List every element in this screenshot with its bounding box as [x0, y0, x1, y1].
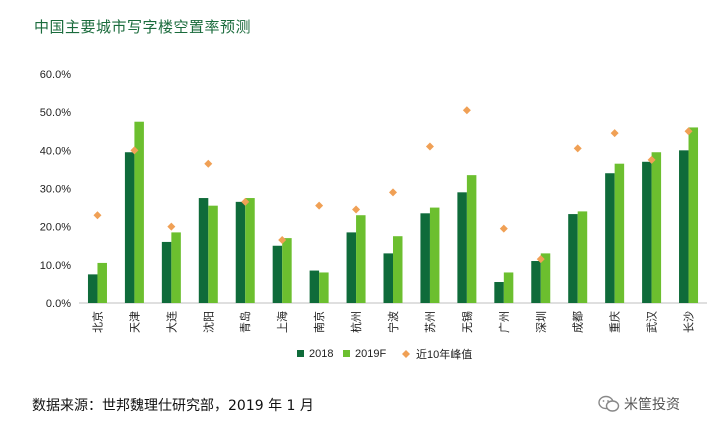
x-tick-label: 青岛 [238, 311, 252, 333]
x-tick-label: 武汉 [646, 311, 659, 333]
bar-2018 [531, 261, 541, 303]
x-tick-label: 大连 [164, 311, 178, 333]
x-tick-label: 杭州 [349, 311, 363, 333]
bar-2018 [161, 241, 172, 303]
legend-swatch-2018 [297, 350, 304, 357]
peak-marker [352, 205, 361, 214]
peak-marker [647, 155, 656, 164]
watermark-text: 米筐投资 [624, 397, 680, 413]
peak-marker [462, 106, 471, 115]
legend-label-peak: 近10年峰值 [416, 347, 472, 361]
bar-2018 [457, 192, 467, 303]
peak-marker [93, 211, 102, 220]
y-tick-label: 0.0% [46, 298, 71, 310]
chart-area: 0.0% 10.0% 20.0% 30.0% 40.0% 50.0% 60.0% 北京 天津 大… [40, 69, 707, 361]
x-tick-label: 南京 [312, 311, 326, 333]
bar-2019f [577, 211, 588, 303]
peak-marker [167, 222, 176, 231]
bar-2018 [198, 198, 209, 303]
bar-2019f [282, 238, 292, 303]
x-tick-label: 重庆 [608, 311, 622, 333]
bar-2018 [309, 270, 320, 303]
bar-2019f [171, 232, 181, 303]
x-tick-label: 沈阳 [201, 311, 215, 333]
bar-2018 [124, 152, 135, 303]
bar-2018 [494, 282, 504, 303]
bar-2019f [208, 205, 218, 303]
bar-2019f [651, 152, 662, 303]
bar-2019f [319, 272, 329, 303]
watermark: 米筐投资 [598, 394, 680, 414]
x-tick-label: 成都 [572, 311, 585, 333]
bar-2018 [420, 213, 430, 303]
y-tick-label: 10.0% [40, 260, 71, 272]
y-tick-label: 30.0% [40, 184, 71, 196]
peak-marker [536, 255, 545, 264]
x-axis-labels: 北京 天津 大连 沈阳 青岛 上海 南京 杭州 宁波 苏州 无锡 广州 深圳 成都 重庆 武汉 长沙 [90, 311, 695, 333]
bar-2018 [272, 245, 283, 303]
bar-2018 [346, 232, 357, 303]
bar-2019f [245, 198, 255, 303]
peak-marker [573, 144, 582, 153]
legend-label-2019f: 2019F [355, 348, 386, 360]
chart-title: 中国主要城市写字楼空置率预测 [34, 18, 252, 36]
data-source-note: 数据来源：世邦魏理仕研究部，2019 年 1 月 [32, 398, 314, 414]
bar-2019f [356, 215, 366, 303]
peak-marker [684, 127, 693, 136]
bar-2018 [642, 161, 652, 303]
y-tick-label: 40.0% [40, 145, 71, 157]
legend-swatch-2019f [343, 350, 350, 357]
bar-2019f [393, 236, 403, 303]
wechat-icon [598, 395, 620, 412]
peak-marker [278, 236, 287, 245]
x-tick-label: 深圳 [535, 311, 548, 333]
bar-2019f [614, 163, 625, 303]
bar-2018 [568, 214, 578, 303]
bar-chart: 0.0% 10.0% 20.0% 30.0% 40.0% 50.0% 60.0% 北京 天津 大… [40, 69, 707, 361]
x-tick-label: 上海 [275, 311, 289, 333]
bar-2018 [87, 274, 98, 303]
peak-marker [241, 197, 250, 206]
bar-2018 [679, 150, 689, 303]
legend-label-2018: 2018 [309, 348, 333, 360]
y-tick-label: 60.0% [40, 69, 71, 81]
x-tick-label: 广州 [498, 311, 511, 333]
x-tick-label: 无锡 [460, 311, 474, 333]
bar-2019f [429, 207, 440, 303]
x-tick-label: 长沙 [683, 311, 696, 333]
bar-2019f [503, 272, 514, 303]
peak-marker [610, 129, 619, 138]
bar-2019f [97, 262, 107, 303]
peak-marker [315, 201, 324, 210]
bar-2018 [605, 173, 615, 303]
legend: 2018 2019F 近10年峰值 [297, 347, 472, 361]
bar-2019f [466, 175, 477, 303]
peak-markers-group [93, 106, 693, 264]
peak-marker [499, 224, 508, 233]
peak-marker [204, 159, 213, 168]
bar-2018 [235, 201, 246, 303]
x-tick-label: 天津 [128, 311, 141, 333]
y-tick-label: 50.0% [40, 107, 71, 119]
x-tick-label: 北京 [90, 311, 104, 333]
bar-2019f [540, 253, 551, 303]
legend-marker-peak [402, 350, 410, 358]
peak-marker [425, 142, 434, 151]
bar-2018 [383, 253, 393, 303]
peak-marker [130, 146, 139, 155]
bars-group [87, 121, 699, 303]
peak-marker [389, 188, 397, 197]
bar-2019f [134, 121, 144, 303]
x-tick-label: 苏州 [424, 311, 437, 333]
x-tick-label: 宁波 [386, 311, 400, 333]
bar-2019f [688, 127, 699, 303]
y-tick-label: 20.0% [40, 222, 71, 234]
